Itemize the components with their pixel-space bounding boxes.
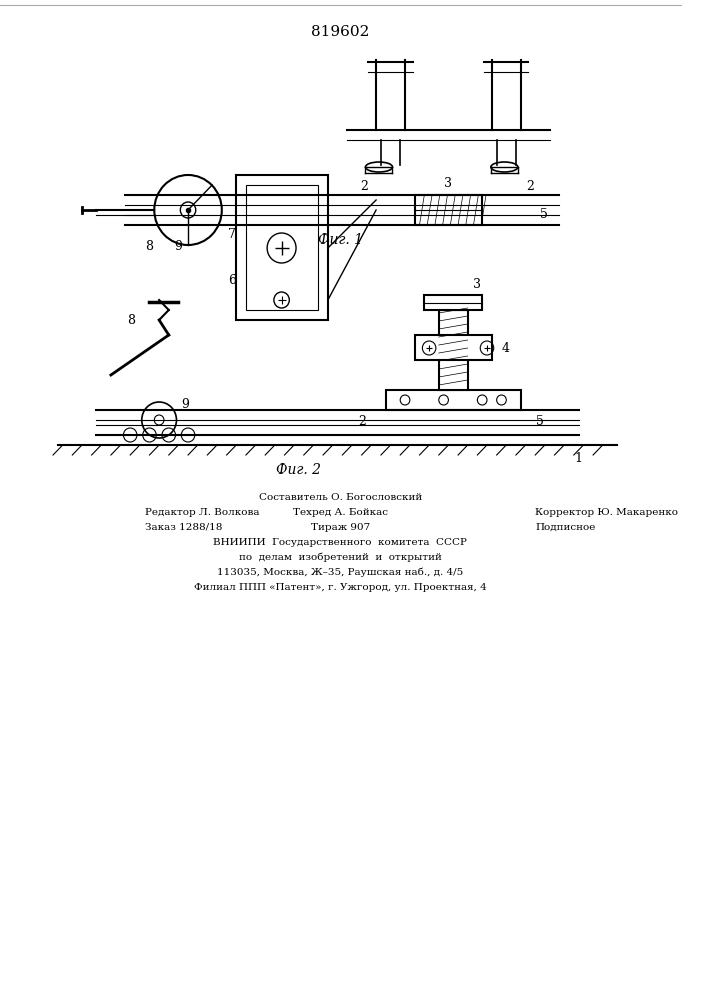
Text: Подписное: Подписное [535,523,595,532]
Text: 3: 3 [445,177,452,190]
Ellipse shape [366,162,392,172]
Text: Заказ 1288/18: Заказ 1288/18 [145,523,222,532]
Text: 5: 5 [540,209,548,222]
Text: Корректор Ю. Макаренко: Корректор Ю. Макаренко [535,508,678,517]
Bar [246,185,318,310]
Text: 9: 9 [175,240,182,253]
Text: Составитель О. Богословский: Составитель О. Богословский [259,493,422,502]
Text: 5: 5 [536,415,544,428]
Text: ВНИИПИ  Государственного  комитета  СССР: ВНИИПИ Государственного комитета СССР [214,538,467,547]
Text: Тираж 907: Тираж 907 [311,523,370,532]
Text: Филиал ППП «Патент», г. Ужгород, ул. Проектная, 4: Филиал ППП «Патент», г. Ужгород, ул. Про… [194,583,487,592]
Bar [236,175,328,320]
Text: 3: 3 [472,278,481,292]
Text: Фиг. 2: Фиг. 2 [276,463,322,477]
Text: Редактор Л. Волкова: Редактор Л. Волкова [145,508,259,517]
Text: Фиг. 1: Фиг. 1 [318,233,363,247]
Ellipse shape [491,162,518,172]
Bar [424,295,482,310]
Bar [415,195,482,225]
Text: 4: 4 [501,342,510,355]
Text: 2: 2 [361,180,368,193]
Text: 6: 6 [228,273,236,286]
Text: Техред А. Бойкас: Техред А. Бойкас [293,508,388,517]
Text: 819602: 819602 [311,25,370,39]
Text: 2: 2 [527,180,534,193]
Text: 113035, Москва, Ж–35, Раушская наб., д. 4/5: 113035, Москва, Ж–35, Раушская наб., д. … [217,568,464,577]
Bar [386,390,521,410]
Text: 2: 2 [358,415,366,428]
Text: по  делам  изобретений  и  открытий: по делам изобретений и открытий [239,552,442,562]
Text: 9: 9 [181,398,189,412]
Bar [415,335,492,360]
Text: 1: 1 [575,452,583,465]
Bar [439,310,468,390]
Text: 8: 8 [127,314,135,326]
Text: 8: 8 [146,240,153,253]
Text: 7: 7 [228,229,236,241]
